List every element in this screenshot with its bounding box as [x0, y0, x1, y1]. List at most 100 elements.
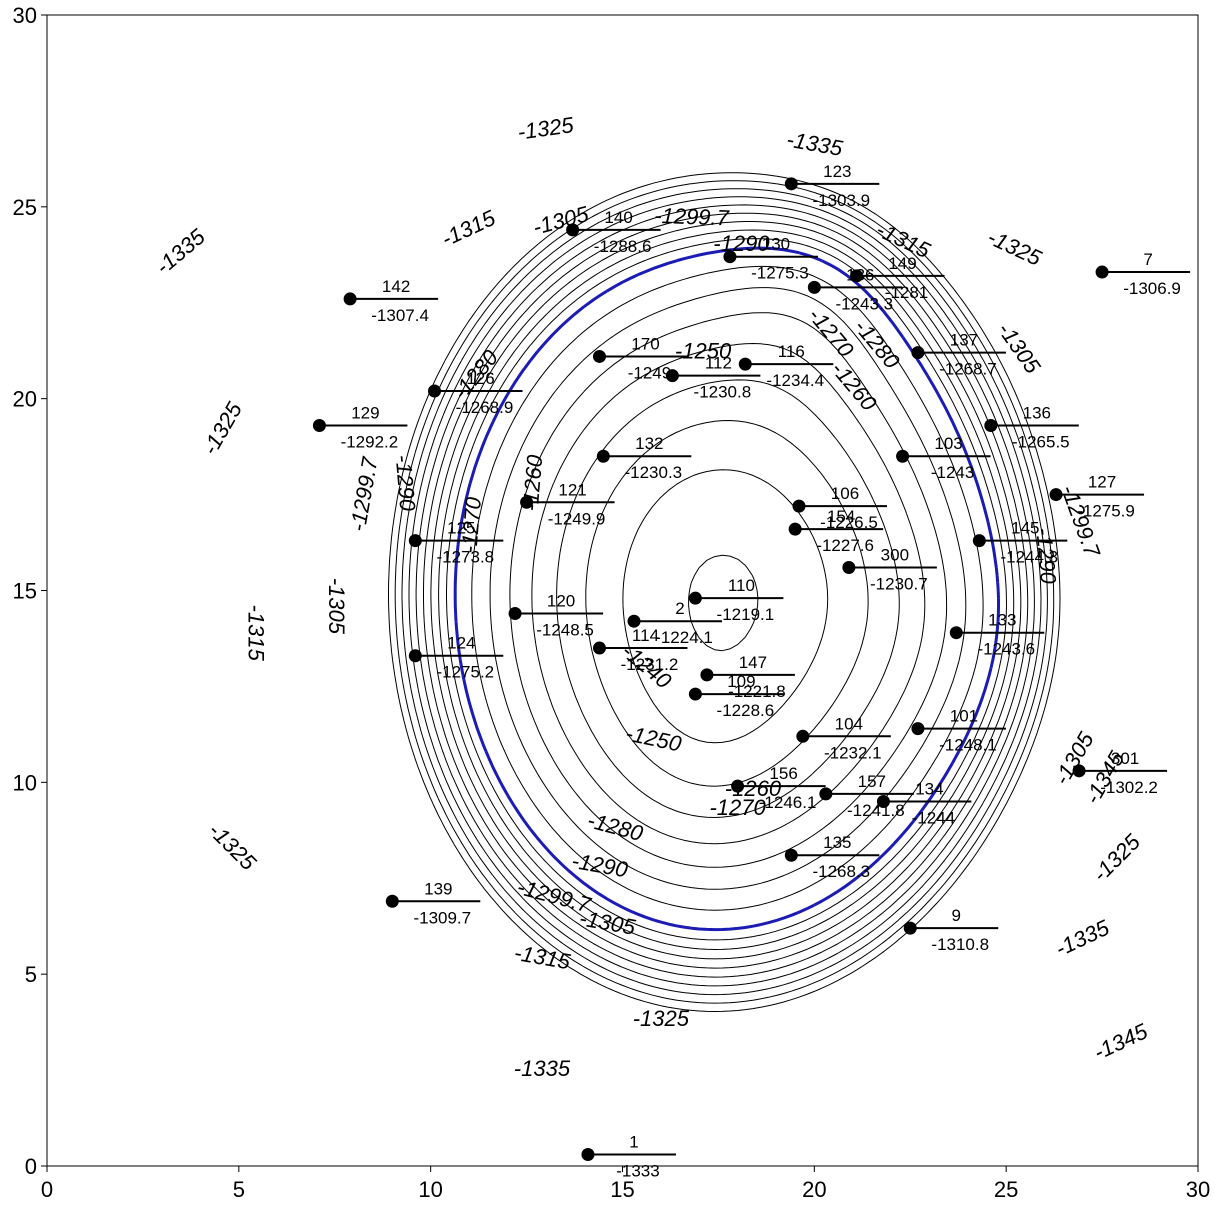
well-name: 120: [547, 592, 575, 611]
contour-label: -1299.7: [654, 203, 730, 231]
well-value: -1244.3: [1000, 548, 1058, 567]
well-value: -1306.9: [1123, 279, 1181, 298]
contour-line: [509, 312, 948, 868]
well-name: 300: [881, 545, 909, 564]
well-point: [408, 649, 422, 663]
well-value: -1234.4: [766, 371, 824, 390]
well-point: [592, 349, 606, 363]
x-tick-label: 10: [418, 1177, 442, 1202]
well-value: -1241.8: [847, 801, 905, 820]
well-name: 109: [727, 672, 755, 691]
contour-line: [688, 554, 759, 652]
y-tick-label: 20: [13, 387, 37, 412]
well-value: -1243.3: [835, 294, 893, 313]
well-name: 103: [934, 434, 962, 453]
well-point: [819, 787, 833, 801]
well-name: 139: [424, 879, 452, 898]
well-value: -1249.9: [548, 509, 606, 528]
well-point: [566, 223, 580, 237]
well-point: [592, 641, 606, 655]
well-name: 104: [835, 714, 863, 733]
well-point: [1072, 764, 1086, 778]
well-point: [842, 560, 856, 574]
well-value: -1303.9: [812, 191, 870, 210]
well-name: 147: [739, 653, 767, 672]
y-tick-label: 0: [25, 1154, 37, 1179]
well-value: -1243: [931, 463, 974, 482]
well-value: -1243.6: [977, 640, 1035, 659]
well-name: 140: [604, 208, 632, 227]
contour-line: [430, 221, 1022, 960]
contour-line: [438, 229, 1015, 950]
well-name: 142: [382, 277, 410, 296]
well-value: -1268.9: [456, 398, 514, 417]
well-name: 134: [915, 780, 943, 799]
well-name: 170: [631, 334, 659, 353]
well-value: -1307.4: [371, 306, 429, 325]
well-value: -1248.1: [939, 736, 997, 755]
well-point: [796, 729, 810, 743]
well-point: [700, 668, 714, 682]
contour-lines: [388, 172, 1061, 1012]
well-value: -1292.2: [341, 433, 399, 452]
contour-line: [556, 379, 900, 818]
well-name: 130: [762, 235, 790, 254]
well-point: [508, 607, 522, 621]
well-name: 149: [888, 254, 916, 273]
well-value: -1268.3: [812, 862, 870, 881]
well-value: -1230.3: [624, 463, 682, 482]
contour-label: -1335: [514, 1056, 571, 1081]
well-name: 123: [823, 162, 851, 181]
well-value: -1275.9: [1077, 502, 1135, 521]
y-tick-label: 25: [13, 195, 37, 220]
well-point: [876, 795, 890, 809]
well-point: [784, 848, 798, 862]
well-point: [408, 534, 422, 548]
contour-line: [394, 180, 1055, 1004]
y-tick-label: 5: [25, 962, 37, 987]
well-name: 1: [629, 1132, 638, 1151]
well-point: [911, 346, 925, 360]
well-point: [688, 591, 702, 605]
well-point: [788, 522, 802, 536]
well-name: 136: [1023, 404, 1051, 423]
well-value: -1309.7: [413, 908, 471, 927]
well-point: [911, 722, 925, 736]
well-name: 121: [558, 480, 586, 499]
well-name: 129: [351, 404, 379, 423]
well-name: 101: [950, 707, 978, 726]
well-point: [581, 1147, 595, 1161]
well-name: 7: [1143, 250, 1152, 269]
well-value: -1248.5: [536, 621, 594, 640]
well-point: [428, 384, 442, 398]
contour-label: -1290: [1031, 527, 1061, 586]
x-tick-label: 15: [610, 1177, 634, 1202]
contour-line: [622, 469, 829, 744]
well-name: 133: [988, 611, 1016, 630]
well-point: [688, 687, 702, 701]
well-point: [385, 894, 399, 908]
well-value: -1275.2: [436, 663, 494, 682]
well-name: 124: [447, 634, 475, 653]
well-point: [984, 419, 998, 433]
y-tick-label: 30: [13, 3, 37, 28]
well-name: 135: [823, 833, 851, 852]
well-value: -1275.3: [751, 264, 809, 283]
well-name: 132: [635, 434, 663, 453]
well-name: 301: [1111, 749, 1139, 768]
well-point: [903, 921, 917, 935]
contour-label: -1270: [709, 795, 766, 820]
well-point: [723, 250, 737, 264]
well-point: [738, 357, 752, 371]
well-point: [850, 269, 864, 283]
well-value: -1221.8: [728, 682, 786, 701]
well-name: 145: [1011, 519, 1039, 538]
x-tick-label: 0: [41, 1177, 53, 1202]
well-point: [784, 177, 798, 191]
well-name: 110: [728, 576, 755, 595]
contour-line: [388, 172, 1061, 1012]
well-value: -1230.7: [870, 574, 928, 593]
well-value: -1249: [628, 363, 671, 382]
well-value: -1268.7: [939, 360, 997, 379]
